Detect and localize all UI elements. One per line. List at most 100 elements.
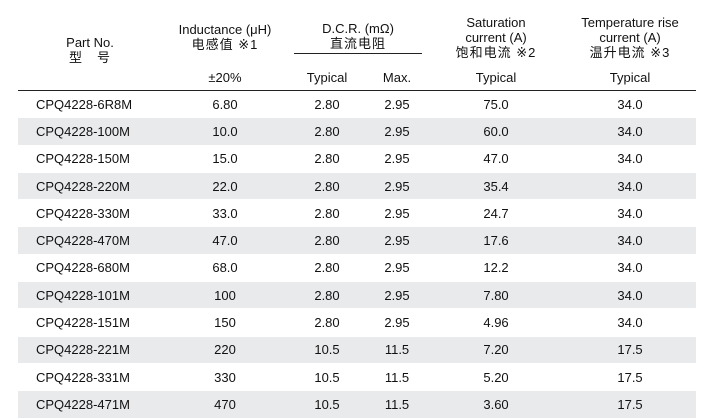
dcr-header-cn: 直流电阻: [294, 36, 423, 54]
saturation-current-cell: 7.80: [428, 281, 565, 310]
saturation-current-cell: 47.0: [428, 145, 565, 173]
part-number-cell: CPQ4228-220M: [18, 172, 162, 201]
dcr-typical-cell: 2.80: [288, 117, 366, 146]
table-row: CPQ4228-471M 470 10.5 11.5 3.60 17.5: [18, 390, 697, 419]
saturation-current-cell: 7.20: [428, 336, 565, 364]
table-row: CPQ4228-151M 150 2.80 2.95 4.96 34.0: [18, 308, 697, 337]
temperature-rise-cell: 34.0: [564, 145, 697, 173]
part-no-header-cn: 型 号: [68, 50, 111, 65]
dcr-typical-cell: 2.80: [288, 199, 366, 228]
saturation-current-cell: 4.96: [428, 308, 565, 337]
table-row: CPQ4228-150M 15.0 2.80 2.95 47.0 34.0: [18, 145, 697, 173]
inductance-cell: 47.0: [162, 226, 288, 255]
dcr-typical-cell: 10.5: [288, 336, 366, 364]
inductance-cell: 22.0: [162, 172, 288, 201]
part-number-cell: CPQ4228-221M: [18, 336, 162, 364]
dcr-max-cell: 11.5: [366, 363, 429, 392]
temperature-rise-header: Temperature rise current (A) 温升电流 ※3: [564, 10, 696, 64]
inductance-header-en: Inductance (μH): [178, 22, 272, 37]
saturation-current-header: Saturation current (A) 饱和电流 ※2: [428, 10, 564, 64]
dcr-typical-cell: 2.80: [288, 308, 366, 337]
part-number-cell: CPQ4228-101M: [18, 281, 162, 310]
temperature-rise-cell: 34.0: [564, 172, 697, 201]
inductance-cell: 68.0: [162, 254, 288, 283]
temperature-rise-cell: 34.0: [564, 281, 697, 310]
inductance-cell: 15.0: [162, 145, 288, 173]
saturation-current-cell: 35.4: [428, 172, 565, 201]
temperature-rise-cell: 34.0: [564, 199, 697, 228]
saturation-current-cell: 3.60: [428, 390, 565, 419]
temperature-rise-cell: 34.0: [564, 117, 697, 146]
inductance-cell: 470: [162, 390, 288, 419]
table-header: Part No. 型 号 Inductance (μH) 电感值 ※1 D.C.…: [18, 10, 697, 91]
table-row: CPQ4228-220M 22.0 2.80 2.95 35.4 34.0: [18, 172, 697, 201]
saturation-current-cell: 5.20: [428, 363, 565, 392]
saturation-current-cell: 17.6: [428, 226, 565, 255]
part-number-cell: CPQ4228-100M: [18, 117, 162, 146]
temperature-typical-header: Typical: [609, 69, 651, 85]
table-row: CPQ4228-100M 10.0 2.80 2.95 60.0 34.0: [18, 117, 697, 146]
dcr-typical-header: Typical: [306, 69, 348, 85]
part-number-cell: CPQ4228-151M: [18, 308, 162, 337]
part-number-cell: CPQ4228-680M: [18, 254, 162, 283]
dcr-typical-cell: 10.5: [288, 390, 366, 419]
temperature-rise-cell: 34.0: [564, 308, 697, 337]
inductance-cell: 100: [162, 281, 288, 310]
dcr-max-header: Max.: [382, 69, 412, 85]
temperature-header-cn: 温升电流 ※3: [589, 44, 671, 60]
part-number-cell: CPQ4228-150M: [18, 145, 162, 173]
table-row: CPQ4228-470M 47.0 2.80 2.95 17.6 34.0: [18, 226, 697, 255]
inductance-header-cn: 电感值 ※1: [191, 37, 259, 52]
temperature-rise-cell: 34.0: [564, 90, 697, 119]
saturation-current-cell: 24.7: [428, 199, 565, 228]
inductance-tolerance: ±20%: [208, 69, 242, 85]
dcr-typical-cell: 2.80: [288, 254, 366, 283]
table-row: CPQ4228-680M 68.0 2.80 2.95 12.2 34.0: [18, 254, 697, 283]
dcr-header: D.C.R. (mΩ) 直流电阻: [288, 10, 428, 64]
dcr-max-cell: 2.95: [366, 281, 429, 310]
temperature-rise-cell: 34.0: [564, 226, 697, 255]
inductor-spec-table: Part No. 型 号 Inductance (μH) 电感值 ※1 D.C.…: [18, 10, 697, 419]
temperature-rise-cell: 17.5: [564, 363, 697, 392]
inductance-cell: 33.0: [162, 199, 288, 228]
table-body: CPQ4228-6R8M 6.80 2.80 2.95 75.0 34.0 CPQ4228-…: [18, 90, 697, 419]
saturation-current-cell: 60.0: [428, 117, 565, 146]
dcr-typical-cell: 2.80: [288, 226, 366, 255]
table-row: CPQ4228-6R8M 6.80 2.80 2.95 75.0 34.0: [18, 90, 697, 119]
dcr-max-cell: 11.5: [366, 390, 429, 419]
part-number-cell: CPQ4228-330M: [18, 199, 162, 228]
dcr-max-cell: 2.95: [366, 145, 429, 173]
table-row: CPQ4228-101M 100 2.80 2.95 7.80 34.0: [18, 281, 697, 310]
saturation-header-cn: 饱和电流 ※2: [455, 44, 537, 60]
saturation-current-cell: 12.2: [428, 254, 565, 283]
table-row: CPQ4228-331M 330 10.5 11.5 5.20 17.5: [18, 363, 697, 392]
temperature-header-en-1: Temperature rise: [581, 14, 679, 30]
saturation-header-en-2: current (A): [465, 29, 527, 45]
dcr-max-cell: 2.95: [366, 199, 429, 228]
dcr-typical-cell: 2.80: [288, 90, 366, 119]
saturation-current-cell: 75.0: [428, 90, 565, 119]
table-row: CPQ4228-221M 220 10.5 11.5 7.20 17.5: [18, 336, 697, 364]
part-number-cell: CPQ4228-331M: [18, 363, 162, 392]
part-number-cell: CPQ4228-6R8M: [18, 90, 162, 119]
part-number-cell: CPQ4228-470M: [18, 226, 162, 255]
dcr-typical-cell: 2.80: [288, 145, 366, 173]
dcr-max-cell: 2.95: [366, 308, 429, 337]
dcr-max-cell: 2.95: [366, 172, 429, 201]
temperature-rise-cell: 34.0: [564, 254, 697, 283]
inductance-cell: 6.80: [162, 90, 288, 119]
inductance-header: Inductance (μH) 电感值 ※1: [162, 10, 288, 64]
dcr-max-cell: 2.95: [366, 90, 429, 119]
dcr-max-cell: 2.95: [366, 117, 429, 146]
saturation-header-en-1: Saturation: [466, 14, 526, 30]
temperature-header-en-2: current (A): [599, 29, 661, 45]
inductance-cell: 330: [162, 363, 288, 392]
inductance-cell: 10.0: [162, 117, 288, 146]
part-no-header-en: Part No.: [66, 35, 114, 50]
part-no-header: Part No. 型 号: [18, 10, 162, 91]
table-row: CPQ4228-330M 33.0 2.80 2.95 24.7 34.0: [18, 199, 697, 228]
part-number-cell: CPQ4228-471M: [18, 390, 162, 419]
dcr-typical-cell: 2.80: [288, 281, 366, 310]
dcr-max-cell: 11.5: [366, 336, 429, 364]
saturation-typical-header: Typical: [475, 69, 517, 85]
